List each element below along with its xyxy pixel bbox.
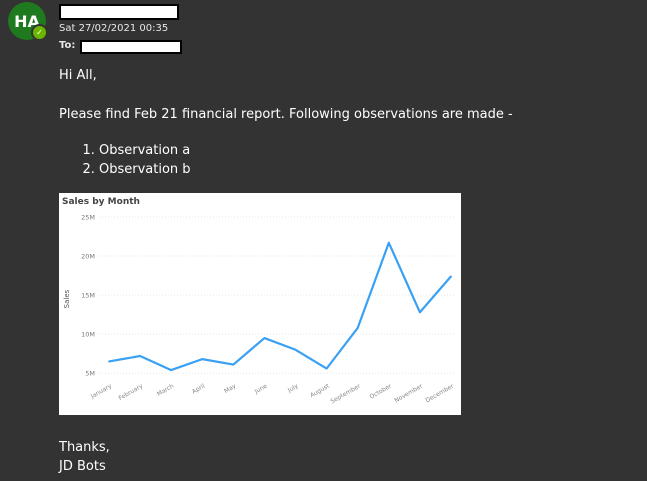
data-point	[294, 348, 297, 351]
data-point	[201, 358, 204, 361]
x-tick-label: February	[118, 382, 145, 402]
sales-chart: Sales by Month 5M 10M 15M 20M 25M Sales January…	[59, 193, 461, 415]
to-label: To:	[59, 40, 76, 51]
x-tick-label: January	[89, 382, 113, 400]
greeting: Hi All,	[59, 68, 97, 83]
redacted-recipient	[80, 40, 182, 54]
x-tick-label: April	[191, 383, 207, 396]
observation-list: Observation a Observation b	[59, 141, 191, 179]
y-axis-label: Sales	[63, 289, 71, 308]
x-tick-label: October	[369, 382, 394, 400]
intro-text: Please find Feb 21 financial report. Fol…	[59, 107, 513, 122]
data-point	[232, 363, 235, 366]
signoff: Thanks,	[59, 440, 110, 455]
sent-timestamp: Sat 27/02/2021 00:35	[59, 23, 169, 34]
x-tick-label: September	[329, 382, 362, 405]
data-point	[356, 326, 359, 329]
data-point	[387, 241, 390, 244]
sales-series-line	[108, 241, 452, 372]
list-item: Observation b	[99, 160, 191, 179]
y-tick-label: 25M	[81, 214, 95, 222]
x-tick-label: November	[393, 382, 424, 404]
sales-line-chart: Sales by Month 5M 10M 15M 20M 25M Sales January…	[62, 197, 456, 405]
x-tick-label: May	[223, 382, 238, 394]
y-tick-label: 15M	[81, 292, 95, 300]
data-point	[325, 367, 328, 370]
sender-avatar[interactable]: HA ✓	[8, 2, 48, 41]
data-point	[108, 360, 110, 363]
data-point	[263, 337, 266, 339]
y-tick-label: 10M	[81, 331, 95, 339]
data-point	[419, 311, 421, 314]
data-point	[139, 355, 141, 357]
checkmark-icon: ✓	[31, 24, 48, 41]
data-point	[170, 369, 173, 371]
signature: JD Bots	[59, 459, 106, 474]
chart-title: Sales by Month	[62, 197, 140, 207]
y-tick-label: 20M	[81, 253, 95, 261]
redacted-sender-name	[59, 4, 179, 20]
x-tick-label: March	[156, 383, 176, 398]
x-tick-label: June	[253, 383, 269, 396]
y-tick-label: 5M	[85, 370, 95, 378]
x-tick-label: December	[425, 382, 456, 404]
x-tick-label: August	[309, 382, 331, 399]
data-point	[450, 275, 452, 278]
x-tick-label: July	[286, 382, 300, 394]
list-item: Observation a	[99, 141, 191, 160]
